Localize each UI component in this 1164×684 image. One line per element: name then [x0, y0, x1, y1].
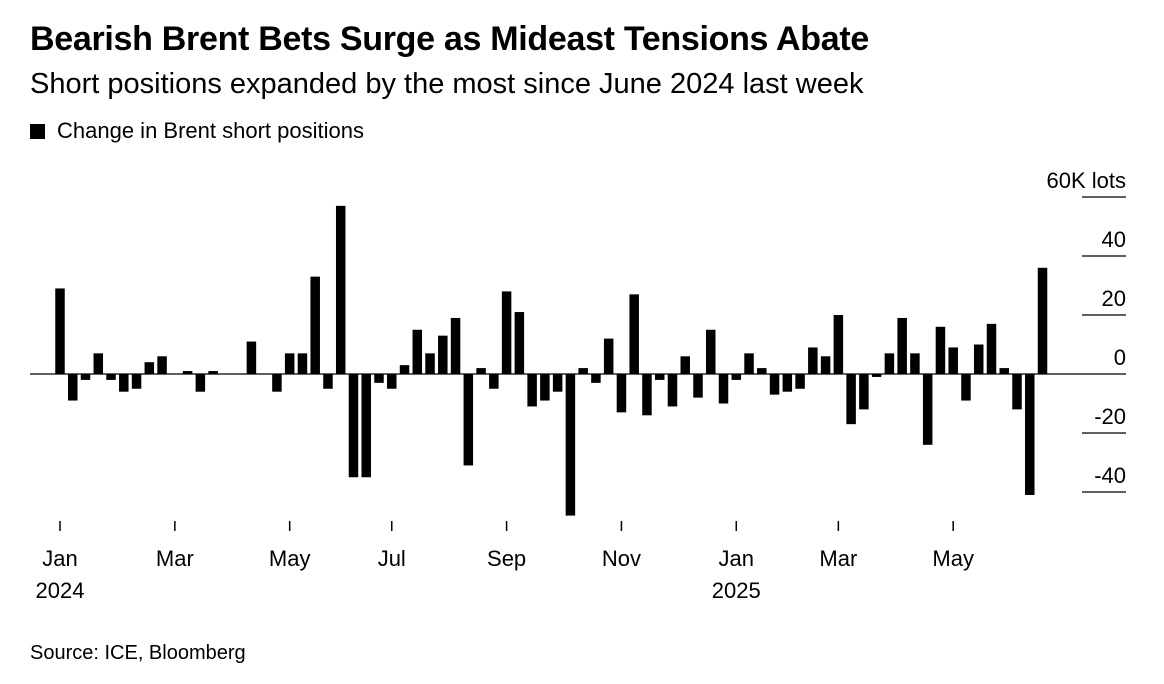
- bar: [871, 374, 882, 377]
- bar: [323, 374, 333, 389]
- bar: [667, 374, 678, 407]
- x-tick-label: May: [269, 546, 311, 571]
- bar: [412, 329, 423, 374]
- bar: [846, 374, 856, 425]
- x-tick-label: Jan: [42, 546, 77, 571]
- bar: [476, 368, 486, 374]
- bar: [833, 315, 844, 374]
- bar: [540, 374, 550, 401]
- bar: [463, 374, 474, 466]
- bar: [859, 374, 869, 410]
- bar: [884, 353, 895, 374]
- bar: [999, 368, 1009, 374]
- bar: [387, 374, 397, 389]
- bar: [310, 276, 320, 374]
- bar: [131, 374, 142, 389]
- bar: [629, 294, 639, 374]
- bar: [157, 356, 167, 374]
- bar: [399, 365, 410, 374]
- bar: [514, 312, 525, 374]
- bar: [961, 374, 971, 401]
- x-year-label: 2024: [36, 578, 85, 603]
- bar: [246, 341, 257, 374]
- bar: [897, 317, 907, 374]
- bar: [757, 368, 767, 374]
- bar: [948, 347, 958, 374]
- bar: [335, 205, 346, 374]
- bar: [718, 374, 729, 404]
- bar: [297, 353, 308, 374]
- bar: [795, 374, 805, 389]
- x-tick-label: Jul: [378, 546, 406, 571]
- x-tick-label: Jan: [719, 546, 754, 571]
- y-tick-label: 40: [1102, 227, 1126, 252]
- y-tick-label: 0: [1114, 345, 1126, 370]
- legend: Change in Brent short positions: [30, 118, 364, 144]
- chart-subtitle: Short positions expanded by the most sin…: [30, 68, 864, 100]
- bar: [348, 374, 359, 478]
- y-tick-label: -40: [1094, 463, 1126, 488]
- bar: [820, 356, 831, 374]
- bar: [1012, 374, 1022, 410]
- legend-label: Change in Brent short positions: [57, 118, 364, 143]
- bar: [272, 374, 282, 392]
- bar: [935, 326, 946, 374]
- bar: [501, 291, 512, 374]
- bar: [642, 374, 652, 416]
- bar: [744, 353, 754, 374]
- bar: [93, 353, 104, 374]
- bar: [106, 374, 116, 380]
- bar: [144, 362, 155, 374]
- bar: [450, 317, 461, 374]
- y-tick-label: 60K lots: [1047, 168, 1127, 193]
- bar: [208, 371, 218, 374]
- source-note: Source: ICE, Bloomberg: [30, 642, 246, 664]
- bar: [782, 374, 793, 392]
- bar: [706, 329, 716, 374]
- x-tick-label: May: [932, 546, 974, 571]
- x-tick-label: Mar: [156, 546, 194, 571]
- bar: [489, 374, 499, 389]
- x-tick-label: Nov: [602, 546, 641, 571]
- bar: [808, 347, 818, 374]
- legend-swatch: [30, 123, 45, 139]
- bar: [986, 323, 997, 374]
- bar: [552, 374, 563, 392]
- bar: [693, 374, 703, 398]
- bar: [284, 353, 295, 374]
- y-tick-label: 20: [1102, 286, 1126, 311]
- bar: [565, 374, 576, 516]
- x-year-label: 2025: [712, 578, 761, 603]
- bar: [973, 344, 984, 374]
- bar: [603, 338, 614, 374]
- chart-title: Bearish Brent Bets Surge as Mideast Tens…: [30, 20, 870, 58]
- bar: [731, 374, 742, 380]
- bar: [119, 374, 129, 392]
- bar: [438, 335, 448, 374]
- bar: [182, 371, 193, 374]
- bar: [910, 353, 920, 374]
- bar: [425, 353, 435, 374]
- bar: [80, 374, 91, 380]
- y-tick-label: -20: [1094, 404, 1126, 429]
- bar: [591, 374, 601, 383]
- bar: [1025, 374, 1035, 495]
- bar: [361, 374, 371, 478]
- bar: [68, 374, 78, 401]
- bar: [769, 374, 780, 395]
- bar: [578, 368, 588, 374]
- bar: [680, 356, 690, 374]
- bar: [55, 288, 65, 374]
- bar: [922, 374, 933, 445]
- bar: [527, 374, 537, 407]
- x-tick-label: Sep: [487, 546, 526, 571]
- bar: [374, 374, 384, 383]
- bar: [195, 374, 206, 392]
- bar: [616, 374, 627, 413]
- bar: [654, 374, 665, 380]
- bar: [1037, 267, 1048, 374]
- x-tick-label: Mar: [819, 546, 857, 571]
